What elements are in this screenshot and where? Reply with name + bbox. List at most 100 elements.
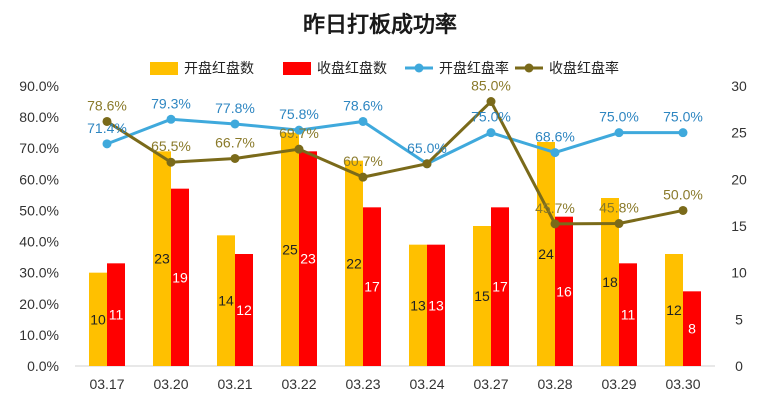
bar-value-label: 14: [218, 293, 234, 309]
bar: [345, 160, 363, 366]
line-point: [678, 205, 688, 215]
line-point: [166, 157, 176, 167]
bar: [683, 291, 701, 366]
bar-value-label: 23: [154, 251, 170, 267]
legend-marker: [524, 63, 534, 73]
y-left-tick-label: 10.0%: [19, 327, 59, 343]
bar: [427, 244, 445, 366]
legend-marker: [414, 63, 424, 73]
x-tick-label: 03.23: [345, 376, 380, 392]
line-point: [422, 159, 432, 169]
rate-label: 60.7%: [343, 153, 383, 169]
line-point: [486, 97, 496, 107]
line-point: [550, 219, 560, 229]
bar: [89, 272, 107, 366]
rate-label: 71.4%: [87, 120, 127, 136]
chart-title: 昨日打板成功率: [303, 12, 457, 37]
rate-label: 45.8%: [599, 200, 639, 216]
bar-value-label: 12: [666, 302, 682, 318]
bar-value-label: 17: [364, 279, 380, 295]
axes: 0.0% 10.0% 20.0% 30.0% 40.0% 50.0% 60.0% 70.0% 8…: [19, 78, 747, 392]
bars: [89, 132, 701, 366]
legend-swatch: [150, 62, 178, 75]
y-left-tick-label: 0.0%: [27, 358, 59, 374]
rate-label: 45.7%: [535, 200, 575, 216]
rate-label: 66.7%: [215, 134, 255, 150]
y-left-tick-label: 50.0%: [19, 202, 59, 218]
rate-label: 75.8%: [279, 106, 319, 122]
y-right-tick-label: 15: [731, 218, 747, 234]
x-tick-label: 03.29: [601, 376, 636, 392]
line-point: [486, 128, 496, 138]
legend-swatch: [283, 62, 311, 75]
bar-value-label: 23: [300, 251, 316, 267]
y-right-tick-label: 0: [735, 358, 743, 374]
bar: [491, 207, 509, 366]
rate-label: 75.0%: [599, 109, 639, 125]
y-left-tick-label: 20.0%: [19, 296, 59, 312]
legend-label: 开盘红盘数: [184, 60, 254, 76]
line-point: [678, 128, 688, 138]
rate-label: 69.7%: [279, 125, 319, 141]
bar: [363, 207, 381, 366]
bar-value-label: 13: [428, 297, 444, 313]
bar-value-label: 15: [474, 288, 490, 304]
data-labels: 10 23 14 25 22 13 15 24 18 12 11 19 12 23 17 13 17 16 11 8 7…: [87, 78, 703, 337]
rate-label: 65.5%: [151, 138, 191, 154]
bar: [153, 151, 171, 366]
y-left-tick-label: 30.0%: [19, 265, 59, 281]
rate-label: 79.3%: [151, 95, 191, 111]
line-point: [358, 116, 368, 126]
rate-label: 50.0%: [663, 186, 703, 202]
bar-value-label: 25: [282, 241, 298, 257]
legend-label: 收盘红盘率: [549, 60, 619, 76]
y-left-tick-label: 70.0%: [19, 140, 59, 156]
x-tick-label: 03.17: [89, 376, 124, 392]
bar: [107, 263, 125, 366]
line-point: [102, 116, 112, 126]
y-right-tick-label: 5: [735, 311, 743, 327]
bar: [665, 254, 683, 366]
lines: [102, 97, 688, 229]
line-point: [230, 153, 240, 163]
x-tick-label: 03.27: [473, 376, 508, 392]
line-point: [358, 172, 368, 182]
bar-value-label: 11: [109, 307, 124, 323]
y-left-tick-label: 90.0%: [19, 78, 59, 94]
rate-label: 78.6%: [343, 97, 383, 113]
rate-label: 75.0%: [663, 109, 703, 125]
bar-value-label: 16: [556, 283, 572, 299]
legend-label: 开盘红盘率: [439, 60, 509, 76]
bar-value-label: 17: [492, 279, 508, 295]
line-point: [550, 148, 560, 158]
bar-value-label: 13: [410, 297, 426, 313]
bar: [601, 198, 619, 366]
line-point: [294, 144, 304, 154]
bar-value-label: 19: [172, 269, 188, 285]
y-left-tick-label: 60.0%: [19, 171, 59, 187]
series-line: [106, 117, 683, 166]
y-right-tick-label: 30: [731, 78, 747, 94]
line-point: [614, 128, 624, 138]
bar-value-label: 8: [688, 321, 696, 337]
bar-value-label: 11: [621, 307, 636, 323]
legend-label: 收盘红盘数: [317, 60, 387, 76]
rate-label: 65.0%: [407, 140, 447, 156]
y-right-tick-label: 25: [731, 125, 747, 141]
bar: [171, 188, 189, 366]
bar: [299, 151, 317, 366]
bar: [555, 216, 573, 366]
rate-label: 68.6%: [535, 129, 575, 145]
rate-label: 78.6%: [87, 97, 127, 113]
bar: [473, 226, 491, 366]
rate-label: 75.0%: [471, 109, 511, 125]
line-point: [294, 125, 304, 135]
x-tick-label: 03.22: [281, 376, 316, 392]
x-tick-label: 03.20: [153, 376, 188, 392]
series-line: [106, 99, 684, 226]
bar-value-label: 18: [602, 274, 618, 290]
x-tick-label: 03.21: [217, 376, 252, 392]
line-point: [614, 219, 624, 229]
legend: 开盘红盘数 收盘红盘数 开盘红盘率 收盘红盘率: [150, 60, 619, 76]
